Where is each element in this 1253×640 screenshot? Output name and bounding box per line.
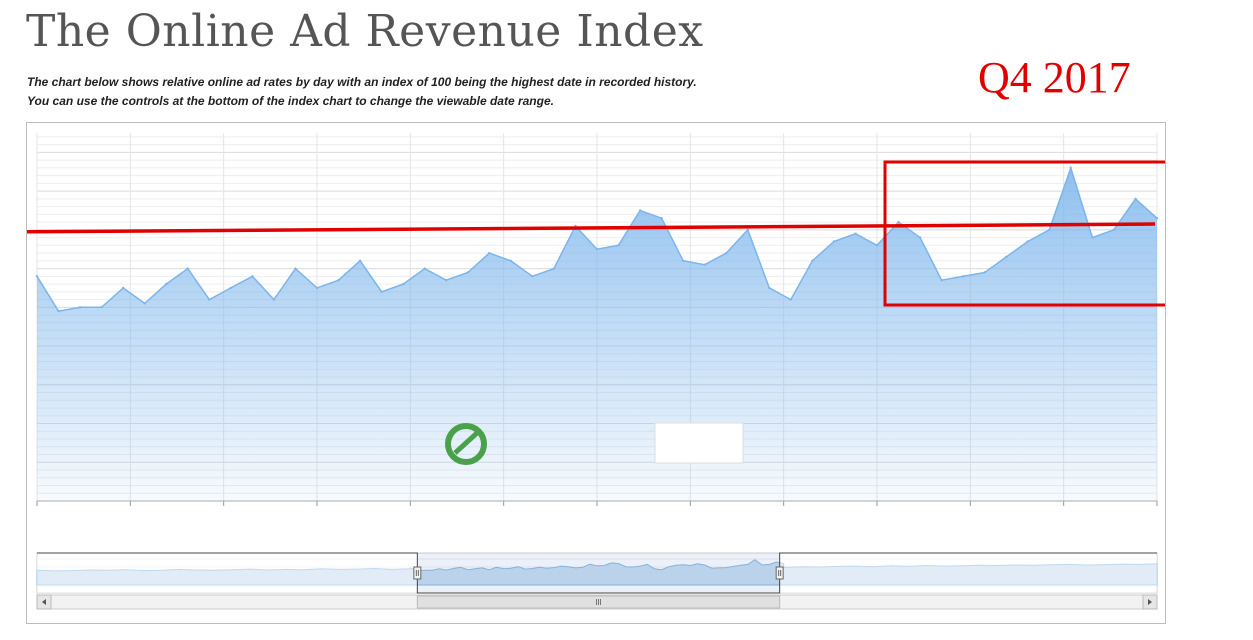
data-point xyxy=(595,248,599,251)
navigator-series xyxy=(36,559,1158,586)
data-point xyxy=(789,298,792,301)
data-point xyxy=(445,279,448,282)
data-point xyxy=(1112,228,1116,231)
q4-highlight-box xyxy=(883,160,1165,307)
data-point xyxy=(531,275,534,278)
data-point xyxy=(402,282,405,286)
data-point xyxy=(1048,228,1051,231)
data-point xyxy=(725,251,728,255)
data-point xyxy=(315,286,319,290)
data-point xyxy=(208,298,211,301)
data-point xyxy=(251,275,254,278)
data-point xyxy=(703,263,706,266)
data-point xyxy=(854,232,857,235)
data-point xyxy=(875,244,879,247)
navigator-mask-left xyxy=(37,553,418,593)
data-point xyxy=(1026,240,1029,243)
data-point xyxy=(1134,197,1137,201)
navigator-handle-right[interactable] xyxy=(775,566,784,580)
data-point xyxy=(682,259,685,262)
navigator-selected-range[interactable] xyxy=(417,553,780,593)
data-point xyxy=(294,267,297,270)
data-point xyxy=(1091,236,1094,239)
data-point xyxy=(1005,255,1008,259)
data-point xyxy=(78,306,82,309)
data-point xyxy=(57,310,60,313)
data-point xyxy=(35,275,39,278)
data-point xyxy=(1155,217,1159,220)
series-area xyxy=(37,167,1157,501)
chart-container xyxy=(26,122,1166,624)
data-point xyxy=(509,259,512,262)
revenue-index-chart xyxy=(27,133,1165,610)
navigator-outline xyxy=(37,552,1157,594)
description-line-2: You can use the controls at the bottom o… xyxy=(27,94,554,108)
data-point xyxy=(272,298,276,301)
navigator-mask-right xyxy=(779,553,1157,593)
data-point xyxy=(552,267,556,270)
data-point xyxy=(1069,166,1073,170)
data-point xyxy=(143,302,146,305)
certified-badge xyxy=(654,422,744,464)
data-point xyxy=(746,228,749,231)
data-point xyxy=(122,286,125,290)
page-title: The Online Ad Revenue Index xyxy=(26,6,704,57)
data-point xyxy=(380,290,383,293)
data-point xyxy=(897,220,900,224)
data-point xyxy=(229,286,232,290)
arrow-right-icon xyxy=(1148,599,1152,605)
data-point xyxy=(962,275,965,278)
data-point xyxy=(337,279,340,282)
data-point xyxy=(768,286,771,290)
chart-description: The chart below shows relative online ad… xyxy=(27,73,697,111)
data-point xyxy=(638,209,642,212)
data-point xyxy=(488,251,491,255)
description-line-1: The chart below shows relative online ad… xyxy=(27,75,697,89)
data-point xyxy=(186,267,189,270)
arrow-left-icon xyxy=(42,599,46,605)
data-point xyxy=(100,306,103,309)
data-point xyxy=(165,282,168,286)
data-point xyxy=(423,267,426,270)
data-point xyxy=(811,259,814,262)
data-point xyxy=(918,236,922,239)
navigator-handle-left[interactable] xyxy=(413,566,422,580)
ezoic-logo-slash-icon xyxy=(453,431,479,455)
data-point xyxy=(940,279,943,282)
data-point xyxy=(660,217,663,220)
ezoic-logo-icon xyxy=(445,423,487,465)
data-point xyxy=(983,271,986,274)
trend-line xyxy=(27,222,1156,234)
data-point xyxy=(466,271,469,274)
q4-2017-annotation: Q4 2017 xyxy=(978,53,1131,102)
data-point xyxy=(832,240,836,243)
data-point xyxy=(617,244,620,247)
data-point xyxy=(358,259,362,262)
